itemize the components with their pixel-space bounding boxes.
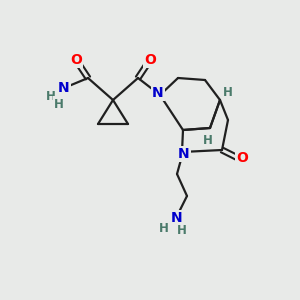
Text: N: N [58,81,70,95]
Text: N: N [152,86,164,100]
Text: H: H [159,221,169,235]
Text: H: H [203,134,213,146]
Text: H: H [223,85,233,98]
Text: H: H [54,98,64,110]
Text: N: N [178,147,190,161]
Text: N: N [171,211,183,225]
Text: O: O [70,53,82,67]
Text: O: O [144,53,156,67]
Text: H: H [46,89,56,103]
Text: O: O [236,151,248,165]
Text: H: H [177,224,187,236]
